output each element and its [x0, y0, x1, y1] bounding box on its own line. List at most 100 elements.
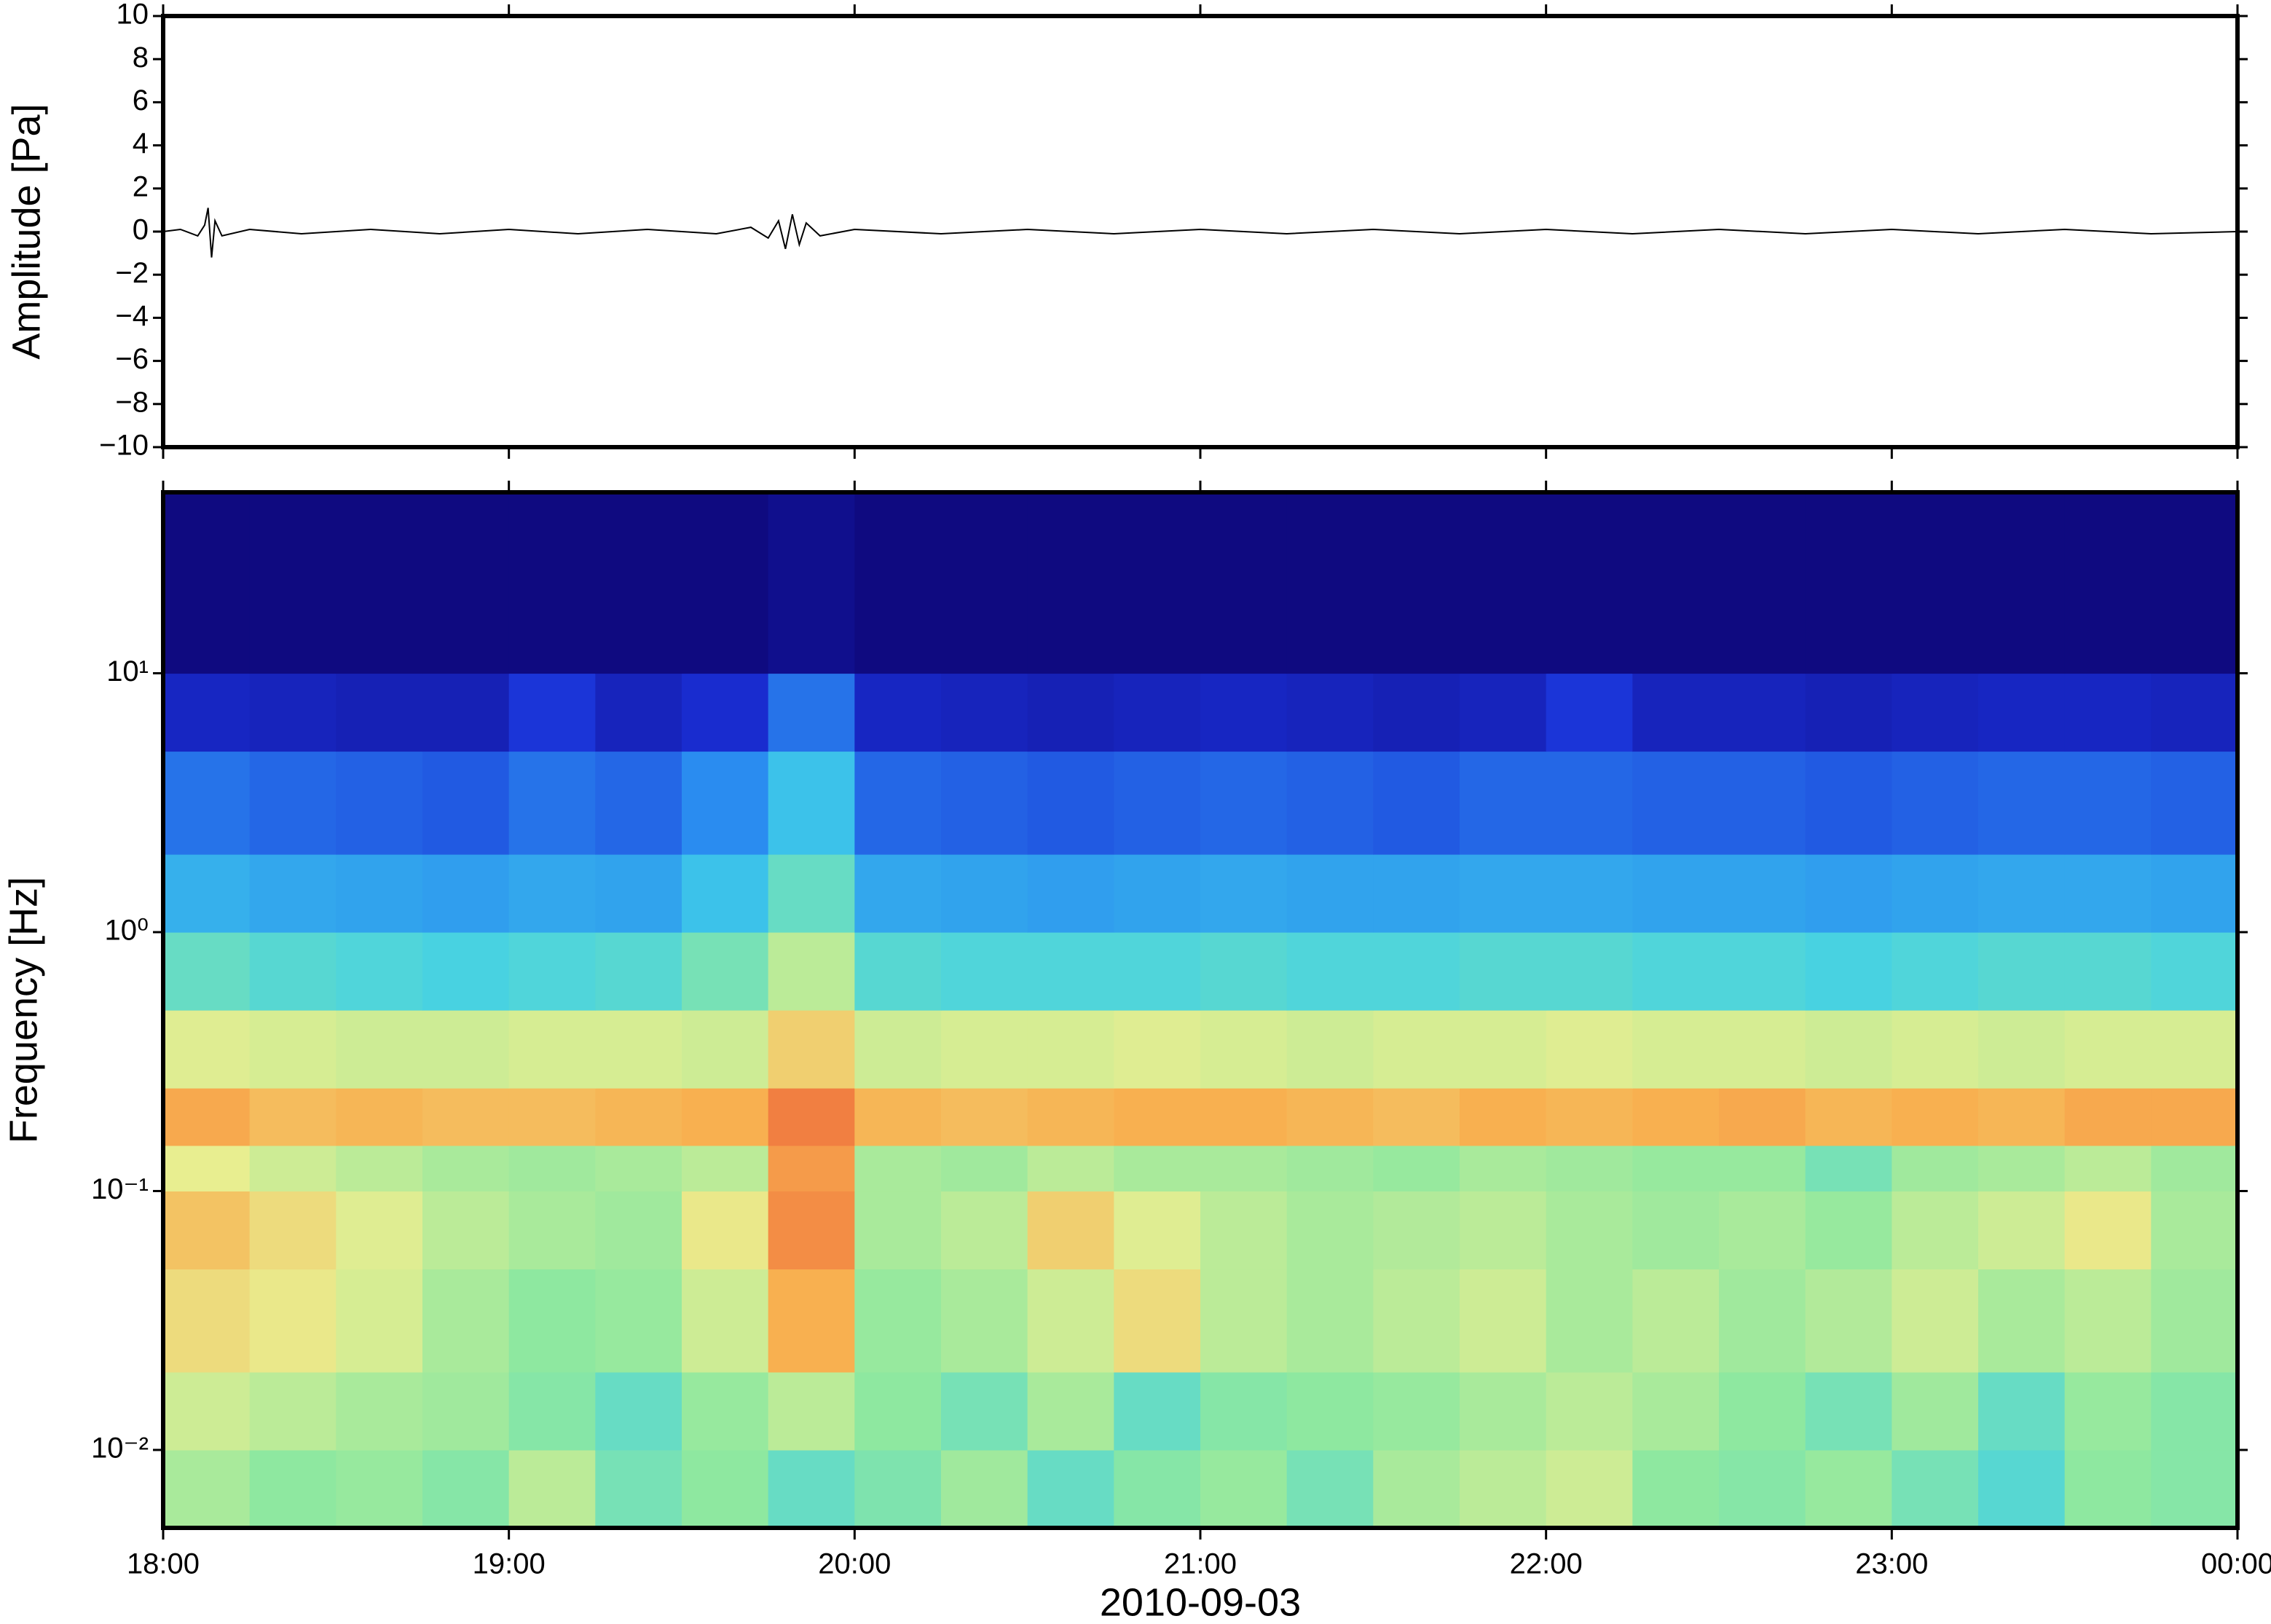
spectrogram-cell	[1027, 751, 1114, 855]
spectrogram-cell	[1460, 1371, 1547, 1451]
spectrogram-cell	[1892, 854, 1979, 933]
spectrogram	[163, 492, 2238, 1529]
spectrogram-cell	[941, 492, 1028, 674]
spectrogram-cell	[1546, 751, 1633, 855]
spectrogram-cell	[1805, 1191, 1892, 1270]
spectrogram-cell	[595, 1449, 682, 1529]
spectrogram-cell	[854, 1088, 942, 1146]
spectrogram-cell	[1027, 1269, 1114, 1373]
spectrogram-cell	[595, 673, 682, 752]
spectrogram-cell	[508, 1145, 596, 1192]
spectrogram-cell	[508, 673, 596, 752]
spectrogram-cell	[1460, 1449, 1547, 1529]
spectrogram-cell	[2064, 1371, 2152, 1451]
spectrogram-cell	[2064, 673, 2152, 752]
spectrogram-cell	[1114, 673, 1201, 752]
spectrogram-cell	[854, 1010, 942, 1089]
spectrogram-cell	[422, 1010, 510, 1089]
spectrogram-cell	[2151, 1010, 2238, 1089]
spectrogram-cell	[1719, 492, 1806, 674]
spectrogram-cell	[163, 492, 251, 674]
spectrogram-cell	[422, 1191, 510, 1270]
spectrogram-cell	[1805, 492, 1892, 674]
spectrogram-cell	[1805, 1449, 1892, 1529]
spectrogram-cell	[1460, 673, 1547, 752]
spectrogram-cell	[768, 492, 855, 674]
spectrogram-cell	[941, 1088, 1028, 1146]
spectrogram-cell	[1546, 673, 1633, 752]
spectrogram-cell	[1286, 1449, 1374, 1529]
spectrogram-cell	[336, 1449, 423, 1529]
x-tick-label: 20:00	[818, 1548, 891, 1580]
spectrogram-cell	[2064, 1088, 2152, 1146]
spectrogram-cell	[336, 854, 423, 933]
spectrogram-cell	[1546, 1371, 1633, 1451]
spectrogram-cell	[768, 1269, 855, 1373]
spectrogram-cell	[1114, 1191, 1201, 1270]
spectrogram-cell	[1978, 1269, 2066, 1373]
spectrogram-cell	[2151, 854, 2238, 933]
spectrogram-cell	[1632, 673, 1720, 752]
spectrogram-cell	[1027, 1449, 1114, 1529]
spectrogram-cell	[682, 492, 769, 674]
spectrogram-cell	[2151, 673, 2238, 752]
spectrogram-cell	[1978, 1010, 2066, 1089]
spectrogram-cell	[1978, 931, 2066, 1011]
spectrogram-cell	[1200, 1088, 1288, 1146]
spectrogram-cell	[249, 854, 336, 933]
spectrogram-cell	[336, 1191, 423, 1270]
spectrogram-cell	[1892, 1269, 1979, 1373]
spectrogram-cell	[1373, 1088, 1460, 1146]
spectrogram-cell	[2151, 751, 2238, 855]
spectrogram-cell	[2151, 931, 2238, 1011]
spectrogram-cell	[1114, 1010, 1201, 1089]
spectrogram-cell	[1286, 1191, 1374, 1270]
spectrogram-cell	[249, 1191, 336, 1270]
spectrogram-cell	[595, 1145, 682, 1192]
spectrogram-cell	[1373, 1191, 1460, 1270]
spectrogram-cell	[595, 751, 682, 855]
spectrogram-cell	[682, 1269, 769, 1373]
spectrogram-cell	[163, 751, 251, 855]
spectrogram-cell	[682, 854, 769, 933]
y-tick-label: 2	[133, 170, 149, 202]
spectrogram-cell	[1027, 931, 1114, 1011]
spectrogram-cell	[1632, 751, 1720, 855]
spectrogram-cell	[1114, 1269, 1201, 1373]
spectrogram-cell	[336, 931, 423, 1011]
spectrogram-cell	[941, 1145, 1028, 1192]
spectrogram-cell	[1373, 854, 1460, 933]
spectrogram-cell	[682, 1191, 769, 1270]
spectrogram-cell	[768, 931, 855, 1011]
spectrogram-cell	[768, 1088, 855, 1146]
spectrogram-cell	[854, 1145, 942, 1192]
spectrogram-cell	[941, 1191, 1028, 1270]
spectrogram-cell	[1892, 1449, 1979, 1529]
spectrogram-cell	[1892, 1010, 1979, 1089]
spectrogram-cell	[422, 1145, 510, 1192]
spectrogram-cell	[1632, 1449, 1720, 1529]
spectrogram-cell	[1114, 492, 1201, 674]
spectrogram-cell	[854, 751, 942, 855]
spectrogram-cell	[854, 931, 942, 1011]
spectrogram-cell	[1200, 1449, 1288, 1529]
spectrogram-cell	[163, 1449, 251, 1529]
spectrogram-cell	[1027, 854, 1114, 933]
spectrogram-cell	[1114, 1371, 1201, 1451]
y-tick-label: 6	[133, 84, 149, 117]
spectrogram-cell	[1027, 1010, 1114, 1089]
spectrogram-cell	[1373, 1371, 1460, 1451]
y-tick-label: 0	[133, 214, 149, 246]
spectrogram-cell	[1719, 1371, 1806, 1451]
spectrogram-cell	[422, 1371, 510, 1451]
spectrogram-cell	[249, 1145, 336, 1192]
spectrogram-cell	[1805, 673, 1892, 752]
spectrogram-cell	[1200, 1145, 1288, 1192]
spectrogram-cell	[1286, 931, 1374, 1011]
spectrogram-cell	[1200, 673, 1288, 752]
spectrogram-cell	[2064, 1191, 2152, 1270]
spectrogram-cell	[1460, 854, 1547, 933]
spectrogram-cell	[1373, 673, 1460, 752]
spectrogram-cell	[1027, 1088, 1114, 1146]
spectrogram-cell	[249, 751, 336, 855]
